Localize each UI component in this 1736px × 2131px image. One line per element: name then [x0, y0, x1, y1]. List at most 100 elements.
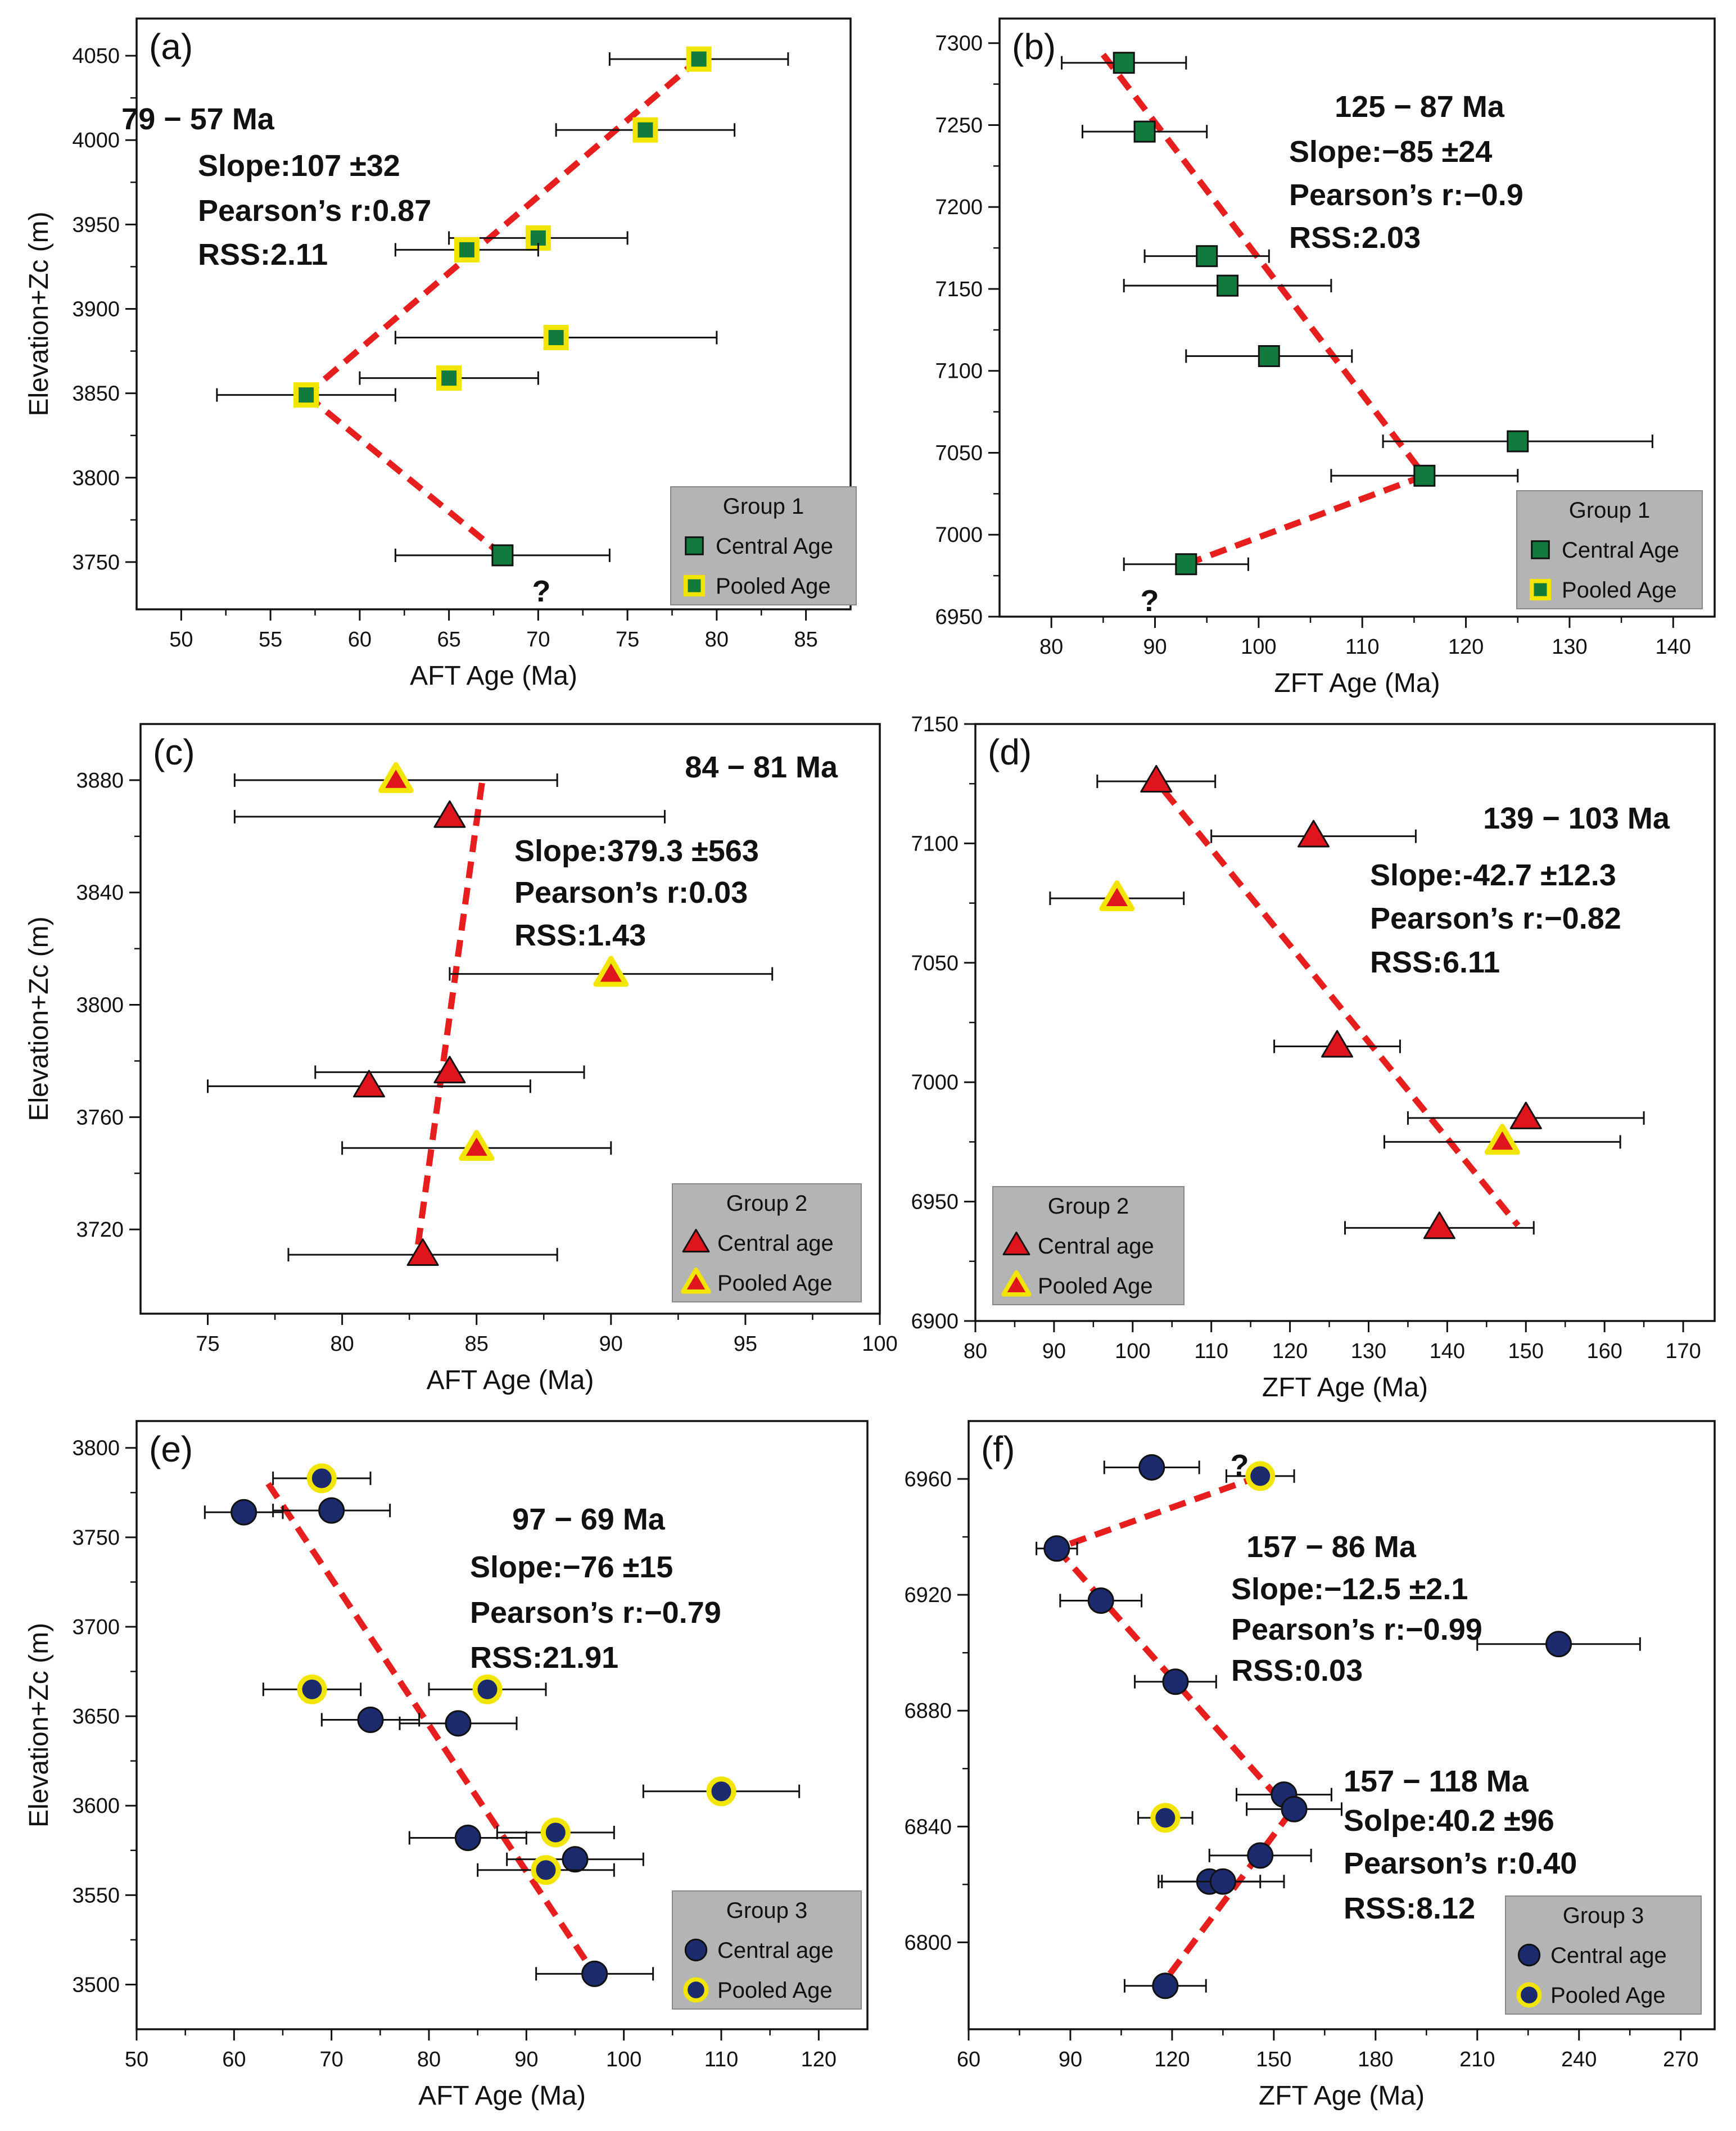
legend-label-pooled: Pooled Age	[717, 1978, 833, 2003]
stats-annotation: Slope:−85 ±24	[1289, 135, 1492, 169]
stats-annotation: Pearson’s r:−0.79	[470, 1596, 721, 1630]
data-point	[433, 1056, 466, 1084]
legend-label-pooled: Pooled Age	[716, 574, 831, 599]
stats-annotation: Slope:107 ±32	[198, 149, 400, 183]
x-tick-label: 110	[704, 2048, 739, 2071]
stats-annotation: Slope:379.3 ±563	[514, 834, 759, 868]
fit-line	[1100, 52, 1427, 478]
x-tick-label: 140	[1430, 1340, 1465, 1363]
data-point	[1413, 464, 1436, 487]
y-tick-label: 3650	[72, 1705, 120, 1729]
fit-line	[304, 392, 505, 558]
x-tick-label: 130	[1351, 1340, 1386, 1363]
stats-annotation: RSS:2.03	[1289, 221, 1421, 255]
y-tick-label: 3900	[72, 297, 120, 321]
x-tick-label: 90	[1042, 1340, 1066, 1363]
stats-annotation: RSS:6.11	[1370, 945, 1500, 979]
question-mark: ?	[532, 574, 551, 608]
panel-c: 75 80 85 90 95 100 3720 3760 3800 3840 3880 AFT Age…	[24, 723, 898, 1395]
legend-label-central: Central age	[1550, 1943, 1667, 1968]
data-point	[562, 1846, 589, 1873]
fit-line	[1185, 473, 1426, 567]
plot-frame	[139, 723, 881, 1315]
y-tick-label: 7000	[935, 523, 983, 547]
plot-frame	[968, 1420, 1716, 2030]
stats-annotation: 79 − 57 Ma	[121, 102, 275, 136]
x-tick-label: 120	[1154, 2048, 1190, 2071]
x-tick-label: 180	[1358, 2048, 1393, 2071]
legend-marker-pooled	[1516, 1982, 1542, 2008]
stats-annotation: 84 − 81 Ma	[685, 750, 838, 784]
stats-annotation: 139 − 103 Ma	[1483, 802, 1670, 835]
y-tick-label: 3600	[72, 1794, 120, 1818]
data-point	[352, 1070, 385, 1098]
x-tick-label: 95	[734, 1332, 757, 1356]
x-axis-label: ZFT Age (Ma)	[1259, 2081, 1425, 2111]
x-tick-label: 270	[1663, 2048, 1698, 2071]
legend-label-pooled: Pooled Age	[1562, 578, 1677, 603]
y-tick-label: 3800	[72, 467, 120, 490]
data-point	[357, 1706, 384, 1733]
stats-annotation: RSS:2.11	[198, 238, 328, 272]
data-point	[293, 382, 319, 408]
stats-annotation: Pearson’s r:0.03	[514, 876, 748, 910]
panel-d: 80 90 100 110 120 130 140 150 160 170 6900 6950 7000…	[911, 713, 1716, 1402]
panel-f: 60 90 120 150 180 210 240 270 6800 6840 6880 6920 69…	[904, 1420, 1716, 2111]
legend-label-pooled: Pooled Age	[1550, 1983, 1666, 2008]
y-tick-label: 7250	[935, 114, 983, 137]
legend: Group 1 Central Age Pooled Age	[1516, 490, 1703, 609]
x-axis-label: ZFT Age (Ma)	[1262, 1373, 1428, 1402]
y-tick-label: 6950	[935, 605, 983, 629]
legend-title: Group 3	[1563, 1903, 1644, 1928]
y-tick-label: 3950	[72, 213, 120, 237]
data-point	[1043, 1535, 1070, 1562]
legend-marker-central	[1517, 1943, 1541, 1967]
y-tick-label: 7100	[935, 360, 983, 383]
y-tick-label: 3500	[72, 1973, 120, 1997]
x-tick-label: 150	[1256, 2048, 1291, 2071]
x-tick-label: 80	[330, 1332, 354, 1356]
data-point	[472, 1674, 503, 1704]
x-tick-label: 210	[1459, 2048, 1495, 2071]
data-point	[1321, 1030, 1354, 1058]
y-tick-label: 6880	[904, 1699, 952, 1723]
data-point	[540, 1817, 571, 1848]
panel-label: (c)	[153, 732, 195, 772]
stats-annotation: RSS:21.91	[470, 1641, 618, 1675]
x-tick-label: 55	[259, 628, 282, 651]
stats-annotation: Pearson’s r:0.87	[198, 194, 431, 228]
x-tick-label: 140	[1656, 635, 1691, 659]
y-tick-label: 3720	[76, 1218, 124, 1242]
legend-marker-pooled	[681, 1267, 711, 1294]
data-point	[1247, 1842, 1274, 1869]
panel-label: (e)	[149, 1429, 193, 1469]
stats-annotation: Slope:-42.7 ±12.3	[1370, 858, 1616, 892]
data-point	[1509, 1101, 1542, 1129]
legend-marker-pooled	[1529, 578, 1552, 601]
y-tick-label: 3750	[72, 1526, 120, 1550]
x-tick-label: 110	[1345, 635, 1380, 659]
data-point	[445, 1710, 472, 1737]
data-point	[1087, 1587, 1114, 1614]
x-tick-label: 170	[1665, 1340, 1701, 1363]
x-tick-label: 120	[1448, 635, 1484, 659]
y-tick-label: 7150	[911, 713, 959, 736]
data-point	[1258, 345, 1280, 368]
data-point	[433, 800, 466, 828]
fit-line	[1055, 1473, 1262, 1551]
data-point	[1162, 1668, 1189, 1695]
x-tick-label: 80	[1039, 635, 1063, 659]
data-point	[1099, 880, 1135, 912]
legend-label-central: Central age	[717, 1231, 834, 1256]
plot-frame	[998, 17, 1716, 618]
data-point	[1175, 553, 1197, 576]
x-tick-label: 90	[1059, 2048, 1082, 2071]
data-point	[1281, 1795, 1308, 1822]
data-point	[459, 1130, 495, 1161]
y-tick-label: 3750	[72, 551, 120, 574]
data-point	[581, 1960, 608, 1987]
x-tick-label: 60	[348, 628, 372, 651]
legend-title: Group 2	[726, 1191, 808, 1216]
y-tick-label: 3880	[76, 769, 124, 793]
legend-label-central: Central Age	[1562, 538, 1679, 563]
